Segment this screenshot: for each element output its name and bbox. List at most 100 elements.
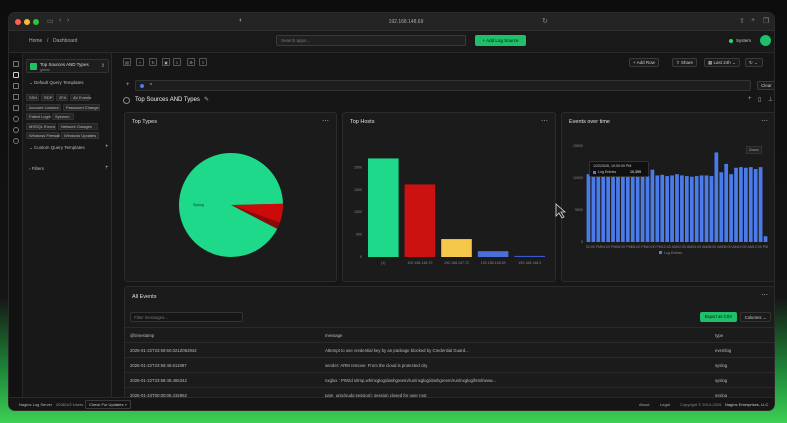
- template-chip[interactable]: Network Outages: [58, 122, 98, 130]
- minimize-window-button[interactable]: [24, 19, 30, 25]
- home-icon[interactable]: [13, 61, 19, 67]
- query-input[interactable]: *: [135, 80, 751, 91]
- more-options-icon[interactable]: ⋯: [761, 292, 768, 299]
- table-row[interactable]: 2026-01-23T00:00:05.415952 pam_unix(sudo…: [125, 387, 774, 402]
- bar[interactable]: [404, 184, 436, 257]
- bar[interactable]: [650, 169, 655, 242]
- column-header-type[interactable]: type: [715, 333, 724, 338]
- add-row-icon[interactable]: +: [748, 96, 752, 102]
- bar[interactable]: [694, 176, 699, 242]
- bar[interactable]: [655, 175, 660, 242]
- footer-about-link[interactable]: About: [639, 402, 650, 407]
- share-button[interactable]: ⇧ Share: [672, 58, 698, 67]
- address-bar[interactable]: 192.168.148.69: [388, 19, 424, 25]
- bar[interactable]: [734, 167, 738, 242]
- add-row-button[interactable]: + Add Row: [629, 58, 659, 67]
- bar[interactable]: [630, 175, 635, 242]
- pie-slice[interactable]: [231, 203, 283, 223]
- bar[interactable]: [586, 174, 591, 242]
- clear-query-button[interactable]: Clear: [757, 81, 774, 90]
- template-chip[interactable]: Windows Updates: [61, 132, 99, 139]
- menu-icon[interactable]: ≡: [199, 58, 207, 66]
- bar[interactable]: [611, 175, 615, 242]
- bar[interactable]: [635, 176, 640, 242]
- dashboard-icon[interactable]: [13, 72, 19, 78]
- bar[interactable]: [704, 175, 709, 242]
- template-chip[interactable]: AV Events: [70, 94, 91, 101]
- bar[interactable]: [616, 176, 620, 242]
- config-icon[interactable]: [13, 105, 19, 111]
- column-header-message[interactable]: message: [325, 333, 343, 338]
- template-chip[interactable]: SSH: [26, 94, 39, 101]
- default-templates-header[interactable]: ⌄ Default Query Templates: [29, 80, 83, 86]
- template-chip[interactable]: Account Lockout: [26, 103, 61, 111]
- collapse-icon[interactable]: [123, 97, 130, 104]
- bar[interactable]: [606, 176, 610, 242]
- footer-legal-link[interactable]: Legal: [660, 402, 670, 407]
- refresh-icon[interactable]: ↻: [149, 58, 157, 66]
- custom-templates-header[interactable]: ⌄ Custom Query Templates: [29, 145, 85, 151]
- export-icon[interactable]: ⇩: [173, 58, 181, 66]
- dashboard-selector[interactable]: Top Sources AND Types global ⇕: [26, 59, 109, 73]
- bar[interactable]: [640, 174, 645, 242]
- footer-company-link[interactable]: Nagios Enterprises, LLC: [725, 402, 769, 407]
- bar[interactable]: [709, 176, 714, 242]
- bar[interactable]: [684, 176, 689, 242]
- bar[interactable]: [729, 174, 733, 242]
- pie-slice[interactable]: [179, 152, 283, 257]
- bar[interactable]: [719, 172, 724, 242]
- bar[interactable]: [753, 169, 758, 242]
- check-updates-button[interactable]: Check For Updates »: [85, 400, 131, 409]
- bar[interactable]: [514, 255, 545, 257]
- bar[interactable]: [744, 167, 748, 242]
- pin-icon[interactable]: ⊥: [768, 97, 774, 103]
- table-row[interactable]: 2026-01-22T23:59:50.021Z062842 Attempt t…: [125, 342, 774, 357]
- bar[interactable]: [660, 174, 665, 242]
- breadcrumb-dashboard[interactable]: Dashboard: [53, 38, 78, 44]
- add-filter-icon[interactable]: +: [105, 165, 109, 171]
- panel-layout-icon[interactable]: ▤: [123, 58, 131, 66]
- template-chip[interactable]: MSSQL Errors: [26, 122, 56, 130]
- share-icon[interactable]: ⇧: [739, 18, 745, 25]
- template-chip[interactable]: RDP: [41, 94, 54, 101]
- forward-icon[interactable]: ›: [67, 17, 70, 24]
- tabs-overview-icon[interactable]: ❐: [763, 18, 770, 25]
- template-chip[interactable]: Sysmon: [52, 113, 74, 120]
- new-tab-icon[interactable]: +: [751, 17, 756, 24]
- table-row[interactable]: 2026-01-22T23:58:48.611987 sender: ARM r…: [125, 357, 774, 372]
- breadcrumb-home[interactable]: Home: [29, 38, 43, 44]
- close-window-button[interactable]: [15, 19, 21, 25]
- bar[interactable]: [477, 251, 509, 257]
- export-csv-button[interactable]: Export as CSV: [700, 312, 737, 322]
- bar[interactable]: [758, 167, 763, 242]
- bar[interactable]: [645, 176, 650, 242]
- bar[interactable]: [739, 167, 743, 242]
- filter-messages-input[interactable]: Filter messages...: [130, 312, 243, 322]
- add-log-source-button[interactable]: + Add Log Source: [475, 35, 526, 46]
- more-options-icon[interactable]: ⋯: [322, 118, 329, 125]
- bar[interactable]: [441, 239, 472, 257]
- bar[interactable]: [680, 175, 684, 242]
- columns-button[interactable]: Columns ⌄: [740, 312, 771, 322]
- auto-refresh-button[interactable]: ↻ ⌄: [745, 58, 763, 67]
- time-range-button[interactable]: ▦ Last 24h ⌄: [704, 58, 740, 67]
- user-icon[interactable]: [13, 138, 19, 144]
- template-chip[interactable]: Failed Login: [26, 113, 51, 120]
- bar[interactable]: [670, 175, 674, 242]
- bar[interactable]: [724, 163, 729, 242]
- bar[interactable]: [763, 236, 768, 242]
- reload-icon[interactable]: ↻: [542, 18, 548, 25]
- template-chip[interactable]: Password Change: [63, 103, 100, 111]
- bar[interactable]: [591, 169, 596, 242]
- query-icon[interactable]: [13, 83, 19, 89]
- alert-icon[interactable]: [13, 94, 19, 100]
- column-header-timestamp[interactable]: @timestamp: [130, 333, 155, 338]
- add-panel-icon[interactable]: +: [136, 58, 144, 66]
- delete-row-icon[interactable]: ▯: [758, 97, 762, 103]
- add-query-icon[interactable]: +: [126, 82, 130, 88]
- zoom-button[interactable]: Zoom: [746, 146, 762, 154]
- bar[interactable]: [625, 176, 630, 242]
- sidebar-toggle-icon[interactable]: ▭: [47, 18, 54, 25]
- bar[interactable]: [368, 158, 399, 257]
- template-chip[interactable]: 2FA: [56, 94, 68, 101]
